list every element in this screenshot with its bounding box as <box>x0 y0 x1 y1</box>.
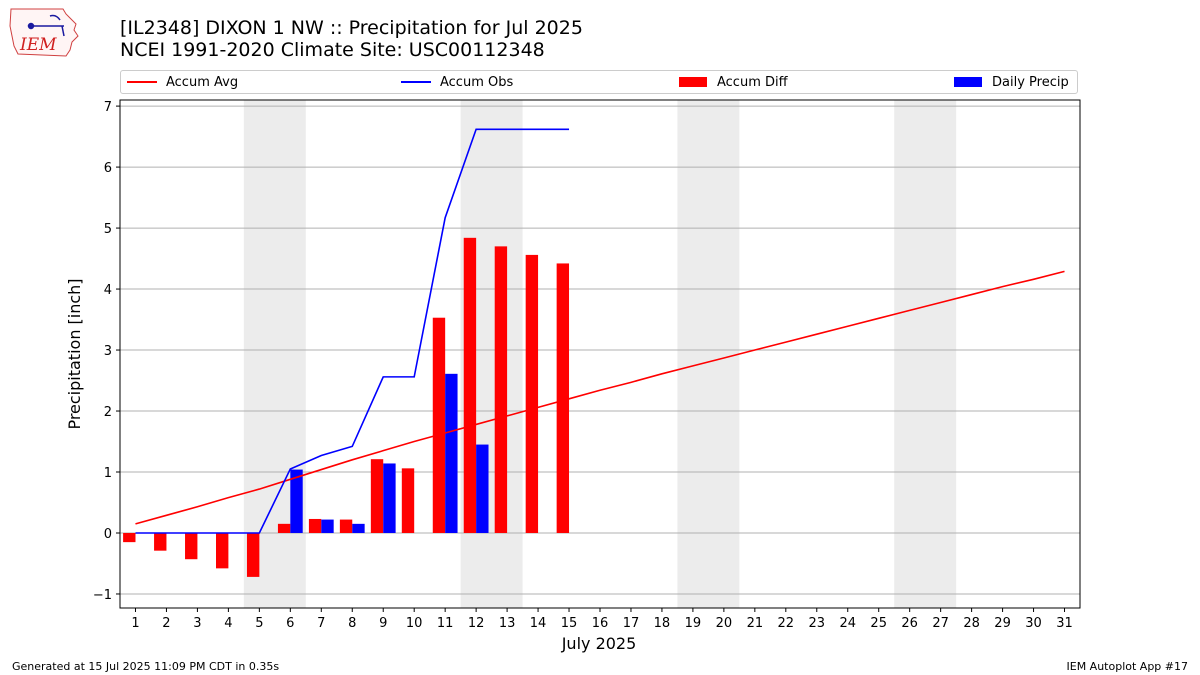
footer-generated: Generated at 15 Jul 2025 11:09 PM CDT in… <box>12 660 280 673</box>
plot-frame <box>119 99 1081 609</box>
bar-accum-diff <box>463 237 477 533</box>
bar-accum-diff <box>370 459 384 533</box>
y-tick-label: 2 <box>104 405 112 420</box>
x-axis-label: July 2025 <box>561 634 637 653</box>
y-tick-label: 4 <box>104 283 112 298</box>
logo-text: IEM <box>19 35 57 55</box>
x-tick-label: 9 <box>379 616 387 631</box>
y-tick-label: 6 <box>104 161 112 176</box>
bar-accum-diff <box>308 518 322 533</box>
legend-swatch-avg <box>127 81 157 83</box>
legend-label-avg: Accum Avg <box>166 74 239 90</box>
x-tick-label: 13 <box>499 616 516 631</box>
bar-accum-diff <box>401 468 415 533</box>
x-tick-label: 25 <box>870 616 887 631</box>
bar-accum-diff <box>277 523 291 533</box>
bar-daily-precip <box>445 373 458 533</box>
bar-daily-precip <box>321 519 334 533</box>
x-tick-label: 12 <box>468 616 485 631</box>
x-tick-label: 18 <box>654 616 671 631</box>
legend-item-daily: Daily Precip <box>954 74 1069 90</box>
legend-swatch-diff <box>679 77 707 87</box>
x-tick-label: 28 <box>963 616 980 631</box>
y-tick-label: 0 <box>104 527 112 542</box>
footer-app: IEM Autoplot App #17 <box>1066 660 1189 673</box>
legend-item-avg: Accum Avg <box>127 74 238 90</box>
bar-accum-diff <box>432 317 446 533</box>
line-accum-obs <box>135 128 570 534</box>
x-tick-label: 5 <box>255 616 263 631</box>
bar-accum-diff <box>494 246 508 533</box>
legend-swatch-daily <box>954 77 982 87</box>
y-tick-label: 3 <box>104 344 112 359</box>
x-tick-label: 27 <box>932 616 949 631</box>
x-tick-label: 23 <box>809 616 826 631</box>
bar-accum-diff <box>216 532 229 569</box>
iem-logo: IEM <box>9 8 79 57</box>
x-tick-label: 14 <box>530 616 547 631</box>
y-tick-label: 1 <box>104 466 112 481</box>
legend-swatch-obs <box>401 81 431 83</box>
bar-daily-precip <box>290 469 303 533</box>
legend-item-diff: Accum Diff <box>679 74 788 90</box>
legend-item-obs: Accum Obs <box>401 74 513 90</box>
x-tick-label: 30 <box>1025 616 1042 631</box>
x-tick-label: 21 <box>747 616 764 631</box>
x-tick-label: 29 <box>994 616 1011 631</box>
x-tick-label: 1 <box>131 616 139 631</box>
weekend-band <box>677 100 740 608</box>
x-tick-label: 19 <box>685 616 702 631</box>
x-tick-label: 16 <box>592 616 609 631</box>
bar-daily-precip <box>352 523 365 533</box>
line-accum-avg <box>135 270 1065 525</box>
legend-label-obs: Accum Obs <box>440 74 514 90</box>
chart-subtitle: NCEI 1991-2020 Climate Site: USC00112348 <box>120 39 545 61</box>
x-tick-label: 24 <box>839 616 856 631</box>
bar-accum-diff <box>185 532 198 560</box>
legend-label-daily: Daily Precip <box>992 74 1069 90</box>
chart-title: [IL2348] DIXON 1 NW :: Precipitation for… <box>120 17 583 39</box>
x-tick-label: 17 <box>623 616 640 631</box>
legend-label-diff: Accum Diff <box>717 74 788 90</box>
bar-daily-precip <box>383 463 396 533</box>
bar-daily-precip <box>476 444 489 533</box>
iowa-outline-shape <box>9 8 79 57</box>
x-tick-label: 22 <box>778 616 795 631</box>
bar-accum-diff <box>525 254 539 533</box>
weekend-band <box>243 100 306 608</box>
weather-icon <box>27 14 65 37</box>
x-tick-label: 31 <box>1056 616 1073 631</box>
bar-accum-diff <box>154 532 167 551</box>
weekend-band <box>460 100 523 608</box>
y-tick-label: 7 <box>104 100 112 115</box>
y-tick-label: 5 <box>104 222 112 237</box>
x-tick-label: 15 <box>561 616 578 631</box>
x-tick-label: 2 <box>162 616 170 631</box>
x-tick-label: 10 <box>406 616 423 631</box>
x-tick-label: 3 <box>193 616 201 631</box>
weekend-band <box>894 100 957 608</box>
x-tick-label: 20 <box>716 616 733 631</box>
bar-accum-diff <box>339 519 353 533</box>
y-tick-label: −1 <box>93 588 112 603</box>
x-tick-label: 8 <box>348 616 356 631</box>
x-tick-label: 11 <box>437 616 454 631</box>
legend: Accum Avg Accum Obs Accum Diff Daily Pre… <box>120 70 1078 94</box>
bar-accum-diff <box>123 532 136 543</box>
x-tick-label: 7 <box>317 616 325 631</box>
x-tick-label: 26 <box>901 616 918 631</box>
bar-accum-diff <box>246 532 260 577</box>
x-tick-label: 6 <box>286 616 294 631</box>
y-axis-label: Precipitation [inch] <box>65 278 84 429</box>
x-tick-label: 4 <box>224 616 232 631</box>
bar-accum-diff <box>556 263 570 533</box>
